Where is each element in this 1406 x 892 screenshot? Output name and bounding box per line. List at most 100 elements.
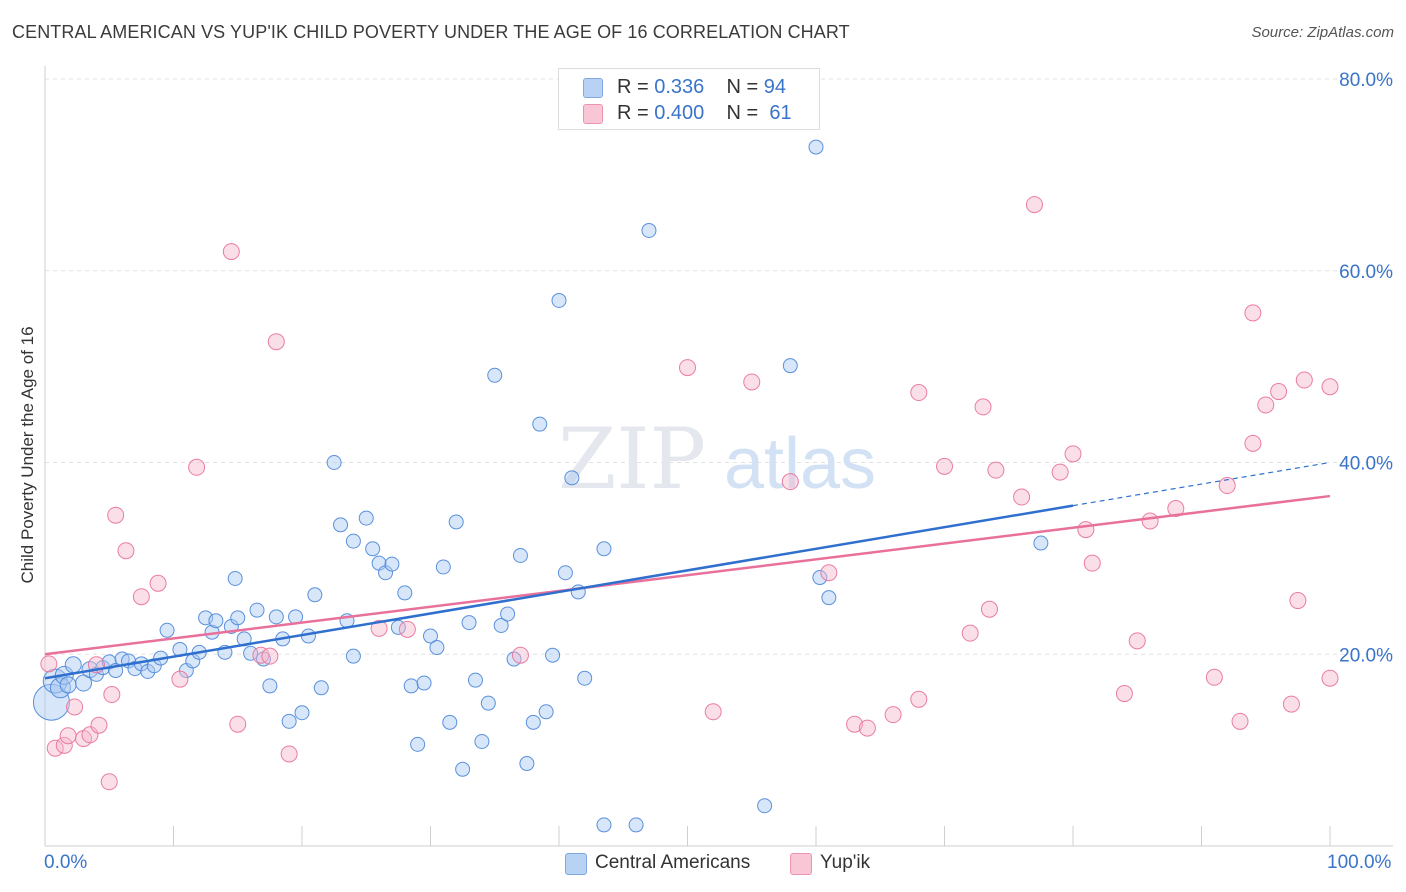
yupik-point-34 bbox=[910, 384, 928, 402]
trend-line-central-americans bbox=[44, 504, 1074, 680]
yupik-point-21 bbox=[267, 333, 285, 351]
yupik-point-46 bbox=[1083, 554, 1101, 572]
legend-r-label: R = bbox=[617, 102, 649, 124]
central-americans-point-26 bbox=[208, 613, 224, 629]
yupik-point-11 bbox=[107, 506, 125, 524]
yupik-point-29 bbox=[781, 473, 799, 491]
central-americans-point-36 bbox=[268, 609, 284, 625]
central-americans-point-35 bbox=[262, 678, 278, 694]
central-americans-point-57 bbox=[410, 736, 426, 752]
yupik-point-33 bbox=[884, 706, 902, 724]
central-americans-point-45 bbox=[333, 517, 349, 533]
central-americans-point-5 bbox=[64, 656, 82, 674]
central-americans-point-48 bbox=[345, 533, 361, 549]
yupik-point-48 bbox=[1128, 632, 1146, 650]
legend-swatch-blue bbox=[583, 78, 603, 98]
yupik-point-2 bbox=[55, 736, 73, 754]
yupik-point-37 bbox=[961, 624, 979, 642]
central-americans-point-91 bbox=[812, 570, 828, 586]
central-americans-point-47 bbox=[345, 648, 361, 664]
yupik-point-32 bbox=[858, 719, 876, 737]
central-americans-point-76 bbox=[532, 416, 548, 432]
series-central-americans-points bbox=[32, 139, 1049, 833]
central-americans-point-70 bbox=[493, 617, 509, 633]
central-americans-point-58 bbox=[416, 675, 432, 691]
central-americans-point-60 bbox=[429, 640, 445, 656]
central-americans-point-31 bbox=[227, 571, 243, 587]
yupik-point-23 bbox=[370, 619, 388, 637]
yupik-point-22 bbox=[280, 745, 298, 763]
central-americans-point-89 bbox=[782, 358, 798, 374]
central-americans-point-64 bbox=[455, 761, 471, 777]
yupik-point-8 bbox=[90, 716, 108, 734]
yupik-point-18 bbox=[229, 715, 247, 733]
yupik-point-38 bbox=[974, 398, 992, 416]
yupik-point-31 bbox=[846, 715, 864, 733]
central-americans-point-93 bbox=[1033, 535, 1049, 551]
yupik-point-35 bbox=[910, 690, 928, 708]
yupik-point-6 bbox=[81, 726, 99, 744]
yupik-point-52 bbox=[1218, 477, 1236, 495]
yupik-point-40 bbox=[987, 461, 1005, 479]
central-americans-point-67 bbox=[474, 733, 490, 749]
y-tick-label-40: 40.0% bbox=[1339, 454, 1393, 475]
central-americans-point-80 bbox=[557, 565, 573, 581]
central-americans-point-63 bbox=[448, 514, 464, 530]
yupik-point-50 bbox=[1167, 500, 1185, 518]
central-americans-point-61 bbox=[435, 559, 451, 575]
central-americans-point-4 bbox=[59, 676, 77, 694]
yupik-point-60 bbox=[1295, 371, 1313, 389]
legend-r-label: R = bbox=[617, 76, 649, 98]
yupik-point-16 bbox=[188, 458, 206, 476]
watermark-zip: ZIP bbox=[558, 410, 706, 508]
trend-lines bbox=[44, 461, 1331, 680]
yupik-point-41 bbox=[1013, 488, 1031, 506]
central-americans-point-66 bbox=[467, 672, 483, 688]
yupik-point-17 bbox=[222, 243, 240, 261]
central-americans-point-55 bbox=[397, 585, 413, 601]
central-americans-point-84 bbox=[596, 541, 612, 557]
trend-line-central-americans-extension bbox=[1072, 461, 1331, 507]
yupik-point-3 bbox=[59, 727, 77, 745]
yupik-point-25 bbox=[511, 646, 529, 664]
yupik-point-44 bbox=[1064, 445, 1082, 463]
yupik-point-26 bbox=[679, 359, 696, 377]
axes bbox=[44, 66, 1393, 847]
yupik-point-58 bbox=[1282, 695, 1300, 713]
central-americans-point-40 bbox=[294, 705, 310, 721]
y-tick-label-20: 20.0% bbox=[1339, 645, 1393, 666]
legend-r-value: 0.336 bbox=[654, 76, 705, 98]
chart-title: CENTRAL AMERICAN VS YUP'IK CHILD POVERTY… bbox=[12, 22, 850, 42]
yupik-point-56 bbox=[1257, 396, 1275, 414]
central-americans-point-88 bbox=[757, 798, 773, 814]
yupik-point-10 bbox=[103, 686, 121, 704]
central-americans-point-33 bbox=[249, 602, 265, 618]
yupik-point-61 bbox=[1321, 669, 1339, 687]
yupik-point-28 bbox=[743, 373, 761, 391]
x-tick-label-left: 0.0% bbox=[44, 852, 88, 873]
central-americans-point-83 bbox=[577, 670, 593, 686]
yupik-point-9 bbox=[100, 773, 118, 791]
legend-r-value: 0.400 bbox=[654, 102, 705, 124]
yupik-point-0 bbox=[40, 655, 58, 673]
central-americans-point-92 bbox=[821, 590, 837, 606]
bottom-legend-label: Central Americans bbox=[595, 852, 751, 873]
yupik-point-30 bbox=[820, 564, 838, 582]
central-americans-point-44 bbox=[326, 455, 342, 470]
yupik-point-43 bbox=[1051, 463, 1069, 481]
legend-swatch-pink bbox=[583, 104, 603, 124]
yupik-point-47 bbox=[1115, 685, 1133, 703]
legend-box: R = 0.336 N = 94 R = 0.400 N = 61 bbox=[558, 68, 820, 130]
central-americans-point-65 bbox=[461, 615, 477, 631]
central-americans-point-77 bbox=[538, 704, 554, 720]
central-americans-point-71 bbox=[500, 606, 516, 622]
yupik-point-12 bbox=[117, 542, 135, 560]
central-americans-point-50 bbox=[365, 541, 381, 557]
yupik-point-14 bbox=[149, 574, 167, 592]
central-americans-point-53 bbox=[384, 556, 400, 572]
central-americans-point-78 bbox=[545, 647, 561, 663]
central-americans-point-85 bbox=[596, 817, 612, 833]
yupik-point-54 bbox=[1244, 434, 1262, 452]
central-americans-point-59 bbox=[423, 628, 438, 644]
central-americans-point-29 bbox=[230, 610, 246, 626]
